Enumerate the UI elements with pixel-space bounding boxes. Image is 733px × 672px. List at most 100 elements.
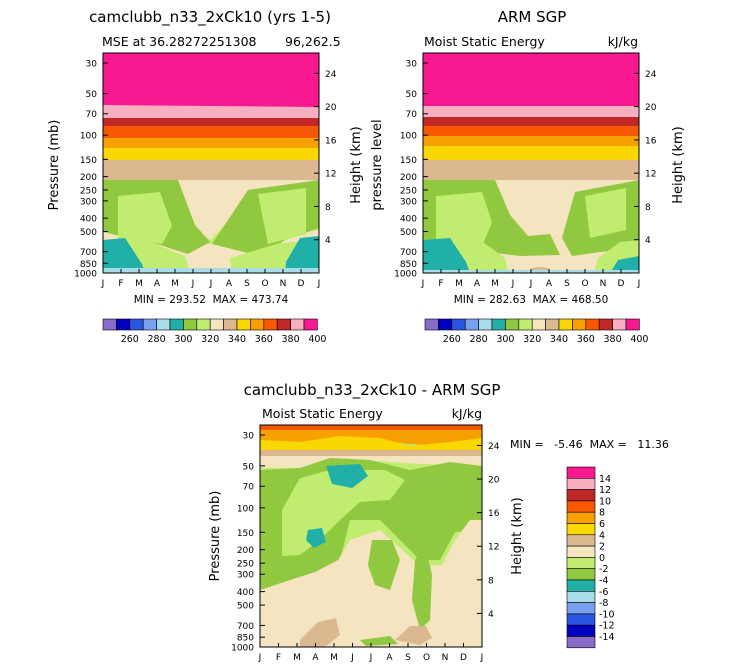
obs-height-tick-label: 12 xyxy=(645,170,656,180)
obs-colorbar-label: 340 xyxy=(550,334,568,345)
diff-colorbar-label: 6 xyxy=(599,519,605,530)
diff-pressure-tick-label: 100 xyxy=(237,504,254,514)
obs-month-label: J xyxy=(637,279,641,289)
model-month-label: A xyxy=(154,279,161,289)
model-pressure-tick-label: 200 xyxy=(80,173,97,183)
obs-teal-right xyxy=(610,256,639,273)
diff-month-label: J xyxy=(258,653,262,663)
obs-band-9 xyxy=(423,160,639,184)
model-month-label: F xyxy=(118,279,123,289)
model-colorbar-label: 280 xyxy=(148,334,166,345)
diff-height-tick-label: 12 xyxy=(488,543,499,553)
obs-height-tick-label: 20 xyxy=(645,103,657,113)
obs-month-label: M xyxy=(491,279,499,289)
diff-green-bottom xyxy=(360,636,398,646)
model-band-15 xyxy=(103,53,319,111)
obs-height-tick-label: 24 xyxy=(645,70,657,80)
model-colorbar-box xyxy=(236,318,251,331)
model-colorbar-box xyxy=(116,318,131,331)
obs-colorbar-box xyxy=(424,318,439,331)
model-title: camclubb_n33_2xCk10 (yrs 1-5) xyxy=(89,8,331,27)
model-pressure-tick-label: 30 xyxy=(86,60,98,70)
diff-month-label: J xyxy=(369,653,373,663)
obs-colorbar-box xyxy=(451,318,466,331)
obs-month-label: O xyxy=(581,279,588,289)
obs-pressure-tick-label: 50 xyxy=(406,90,418,100)
obs-teal-left xyxy=(423,238,470,273)
model-pressure-tick-label: 300 xyxy=(80,197,97,207)
diff-month-label: O xyxy=(423,653,430,663)
diff-subtitle-left: Moist Static Energy xyxy=(262,406,383,421)
model-pressure-tick-label: 500 xyxy=(80,228,97,238)
obs-colorbar-box xyxy=(464,318,479,331)
diff-month-label: D xyxy=(460,653,467,663)
model-subtitle-right: 96,262.5 xyxy=(285,34,341,49)
model-colorbar-label: 400 xyxy=(308,334,326,345)
diff-height-tick-label: 16 xyxy=(488,509,500,519)
obs-colorbar-box xyxy=(505,318,520,331)
diff-colorbar-label: -4 xyxy=(599,576,608,587)
diff-teal-upper xyxy=(326,464,368,488)
obs-colorbar-label: 260 xyxy=(443,334,461,345)
obs-month-label: J xyxy=(511,279,515,289)
diff-colorbar-box xyxy=(566,489,596,502)
model-pressure-tick-label: 850 xyxy=(80,260,97,270)
obs-pressure-tick-label: 850 xyxy=(400,260,417,270)
diff-pressure-tick-label: 30 xyxy=(243,432,255,442)
diff-green-mid-lower xyxy=(368,540,400,590)
model-colorbar-box xyxy=(169,318,184,331)
obs-pressure-tick-label: 100 xyxy=(400,132,417,142)
model-colorbar-box xyxy=(223,318,238,331)
diff-colorbar-box xyxy=(566,613,596,626)
diff-colorbar-box xyxy=(566,477,596,490)
model-plot-area xyxy=(102,52,320,274)
obs-colorbar-label: 380 xyxy=(604,334,622,345)
model-band-9 xyxy=(103,160,319,184)
model-colorbar-box xyxy=(196,318,211,331)
axis-ticks: 3050701001502002503004005007008501000242… xyxy=(74,60,657,664)
obs-height-tick-label: 8 xyxy=(645,203,651,213)
diff-month-label: J xyxy=(350,653,354,663)
model-pressure-tick-label: 100 xyxy=(80,132,97,142)
obs-plot-area xyxy=(422,52,640,274)
obs-pressure-tick-label: 300 xyxy=(400,197,417,207)
obs-colorbar-label: 320 xyxy=(523,334,541,345)
diff-colorbar-label: -6 xyxy=(599,587,608,598)
diff-colorbar-label: -8 xyxy=(599,598,608,609)
model-month-label: J xyxy=(317,279,321,289)
obs-subtitle-left: Moist Static Energy xyxy=(424,34,545,49)
obs-colorbar-label: 360 xyxy=(577,334,595,345)
obs-colorbar-box xyxy=(478,318,493,331)
obs-pressure-tick-label: 400 xyxy=(400,215,417,225)
diff-colorbar-label: 8 xyxy=(599,508,605,519)
model-colorbar: 260 280 300 320 340 360 380 400 xyxy=(102,318,326,345)
model-pressure-tick-label: 1000 xyxy=(74,270,97,280)
model-height-tick-label: 8 xyxy=(325,203,331,213)
obs-pressure-tick-label: 250 xyxy=(400,186,417,196)
obs-month-label: M xyxy=(455,279,463,289)
obs-month-label: J xyxy=(529,279,533,289)
obs-colorbar-box xyxy=(558,318,573,331)
obs-colorbar-box xyxy=(612,318,627,331)
diff-ylabel-right: Height (km) xyxy=(510,497,525,574)
model-colorbar-label: 360 xyxy=(255,334,273,345)
obs-colorbar-box xyxy=(531,318,546,331)
obs-light-left xyxy=(436,192,492,242)
obs-colorbar-label: 300 xyxy=(496,334,514,345)
model-colorbar-label: 260 xyxy=(121,334,139,345)
obs-month-label: A xyxy=(474,279,481,289)
obs-colorbar-box xyxy=(625,318,640,331)
diff-height-tick-label: 4 xyxy=(488,610,494,620)
obs-pressure-tick-label: 150 xyxy=(400,156,417,166)
model-height-tick-label: 20 xyxy=(325,103,337,113)
diff-colorbar-label: 4 xyxy=(599,530,605,541)
obs-band-15 xyxy=(423,53,639,111)
model-month-label: J xyxy=(209,279,213,289)
model-colorbar-box xyxy=(183,318,198,331)
obs-light-right xyxy=(585,188,626,238)
diff-month-label: M xyxy=(330,653,338,663)
model-pressure-tick-label: 70 xyxy=(86,110,98,120)
obs-pressure-tick-label: 500 xyxy=(400,228,417,238)
model-band-12 xyxy=(103,126,319,140)
diff-green-right-lower xyxy=(412,545,432,630)
